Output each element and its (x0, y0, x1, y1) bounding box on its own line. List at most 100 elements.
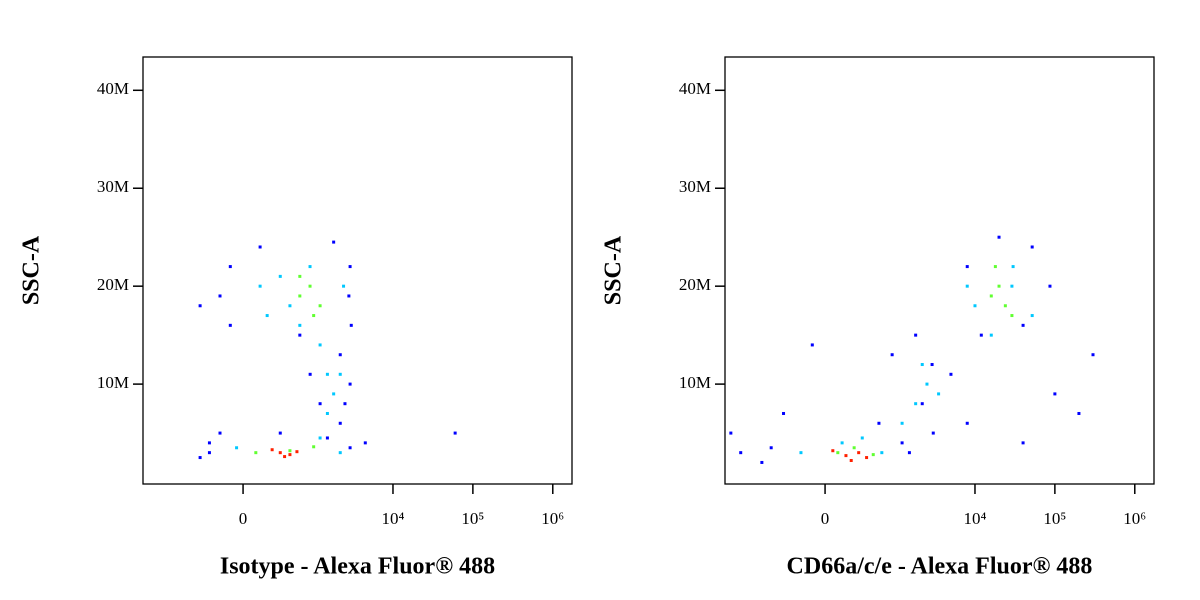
data-point (900, 441, 904, 445)
data-point (298, 294, 302, 298)
data-point (1030, 245, 1034, 249)
data-point (348, 382, 352, 386)
data-point (852, 446, 856, 450)
data-point (1010, 314, 1014, 318)
data-point (989, 294, 993, 298)
y-tick-label: 20M (679, 275, 711, 294)
data-point (308, 284, 312, 288)
data-point (349, 323, 353, 327)
data-point (218, 294, 222, 298)
x-tick-label: 0 (821, 509, 830, 528)
data-point (782, 411, 786, 415)
data-point (799, 451, 803, 455)
data-point (342, 284, 346, 288)
data-point (298, 333, 302, 337)
data-point (907, 451, 911, 455)
y-tick-label: 30M (679, 177, 711, 196)
x-tick-label: 10⁴ (382, 509, 405, 528)
data-point (347, 294, 351, 298)
x-tick-label: 10⁵ (461, 509, 484, 528)
x-tick-label: 10⁵ (1043, 509, 1066, 528)
data-point (308, 265, 312, 269)
x-axis-title: Isotype - Alexa Fluor® 488 (220, 554, 495, 580)
data-point (1077, 411, 1081, 415)
data-point (207, 451, 211, 455)
data-point (453, 431, 457, 435)
data-point (877, 421, 881, 425)
data-point (318, 436, 322, 440)
data-point (338, 421, 342, 425)
data-point (1021, 323, 1025, 327)
data-point (1011, 265, 1015, 269)
data-point (1021, 441, 1025, 445)
data-point (1030, 314, 1034, 318)
data-point (288, 449, 292, 453)
data-point (989, 333, 993, 337)
data-point (760, 460, 764, 464)
data-point (325, 372, 329, 376)
data-point (979, 333, 983, 337)
data-point (258, 245, 262, 249)
data-point (965, 421, 969, 425)
data-point (810, 343, 814, 347)
data-point (228, 265, 232, 269)
data-point (1010, 284, 1014, 288)
data-point (332, 240, 336, 244)
data-point (312, 314, 316, 318)
plot-frame (142, 56, 573, 485)
data-point (831, 449, 835, 453)
data-point (973, 304, 977, 308)
data-point (283, 455, 287, 459)
y-axis-title: SSC-A (19, 235, 45, 305)
data-point (769, 446, 773, 450)
y-tick-label: 10M (97, 373, 129, 392)
data-point (997, 284, 1001, 288)
data-point (997, 235, 1001, 239)
data-point (729, 431, 733, 435)
data-point (836, 451, 840, 455)
x-tick-label: 10⁶ (1123, 509, 1146, 528)
data-point (860, 436, 864, 440)
plot-frame (724, 56, 1155, 485)
data-point (1053, 392, 1057, 396)
y-tick-label: 40M (97, 79, 129, 98)
data-point (1091, 353, 1095, 357)
data-point (949, 372, 953, 376)
data-point (288, 304, 292, 308)
data-point (914, 402, 918, 406)
data-point (865, 456, 869, 460)
y-tick-label: 40M (679, 79, 711, 98)
data-point (218, 431, 222, 435)
data-point (235, 446, 239, 450)
data-point (312, 445, 316, 449)
data-point (844, 454, 848, 458)
data-point (920, 402, 924, 406)
x-tick-label: 10⁶ (541, 509, 564, 528)
data-point (914, 333, 918, 337)
data-point (965, 265, 969, 269)
y-tick-label: 30M (97, 177, 129, 196)
data-point (871, 453, 875, 457)
data-point (920, 363, 924, 367)
data-point (325, 411, 329, 415)
data-point (840, 441, 844, 445)
data-point (298, 323, 302, 327)
data-point (890, 353, 894, 357)
data-point (931, 431, 935, 435)
data-point (1003, 304, 1007, 308)
data-point (318, 304, 322, 308)
data-point (295, 450, 299, 454)
data-point (198, 304, 202, 308)
data-point (925, 382, 929, 386)
data-point (338, 451, 342, 455)
x-axis-title: CD66a/c/e - Alexa Fluor® 488 (787, 554, 1093, 580)
data-point (278, 274, 282, 278)
data-point (849, 458, 853, 462)
data-point (278, 451, 282, 455)
data-point (308, 372, 312, 376)
data-point (343, 402, 347, 406)
data-point (258, 284, 262, 288)
data-point (228, 323, 232, 327)
data-point (900, 421, 904, 425)
data-point (880, 451, 884, 455)
